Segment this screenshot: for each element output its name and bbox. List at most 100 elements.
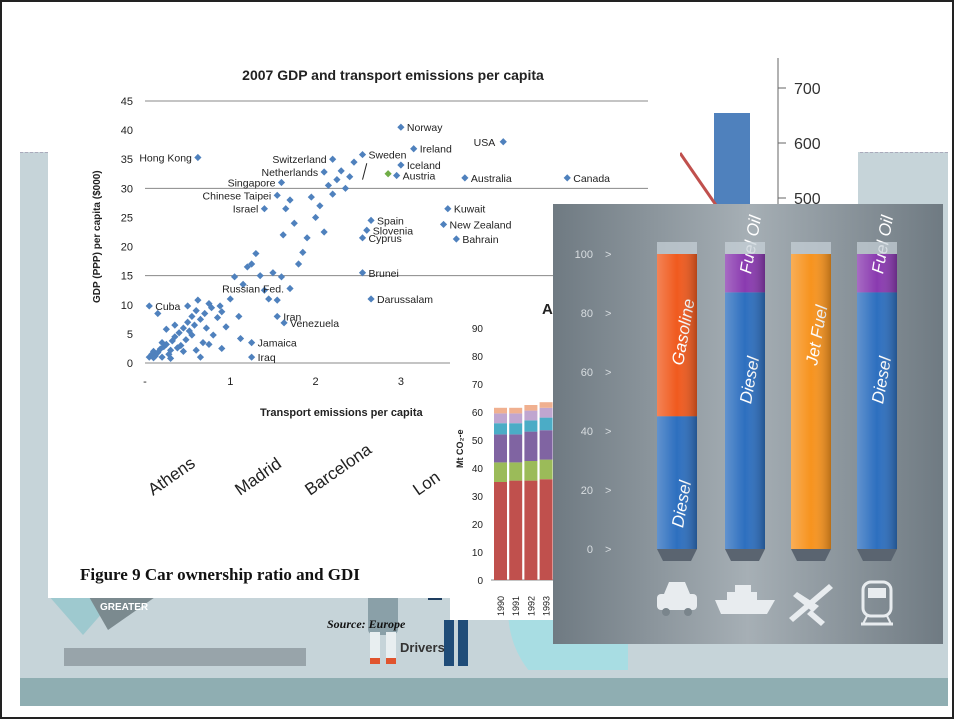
data-point <box>286 196 294 204</box>
annotated-point <box>452 235 460 243</box>
point-annotation: Darussalam <box>377 294 433 306</box>
annotated-point <box>320 168 328 176</box>
data-point <box>333 176 341 184</box>
faded-label: GREATER <box>100 602 149 613</box>
y-tick-label: 0 <box>587 544 593 556</box>
data-point <box>158 339 166 347</box>
x-tick-label: 1993 <box>542 596 552 616</box>
y-tick-label: 50 <box>472 436 484 447</box>
annotated-point <box>444 205 452 213</box>
point-annotation: Brunei <box>369 268 399 280</box>
scatter-y-axis-label: GDP (PPP) per capita ($000) <box>92 170 103 303</box>
trend-line <box>678 152 720 209</box>
data-point <box>202 324 211 332</box>
point-annotation: Canada <box>573 173 610 185</box>
y-tick-label: 0 <box>477 576 483 587</box>
data-point <box>194 296 202 304</box>
x-tick-label: 3 <box>398 376 404 388</box>
annotated-point <box>499 138 507 146</box>
data-point <box>154 309 162 318</box>
data-point <box>235 312 243 321</box>
y-tick-label: 70 <box>472 380 484 391</box>
data-point <box>252 249 260 258</box>
stacked-bar-segment <box>524 405 538 411</box>
stacked-bar-segment <box>509 480 523 580</box>
y-tick-label: 80 <box>581 308 593 320</box>
train-icon <box>861 580 893 626</box>
data-point <box>166 354 175 362</box>
data-point <box>236 334 245 343</box>
annotated-point <box>367 295 375 303</box>
column-shading <box>725 254 765 549</box>
y-tick-label: 10 <box>472 548 484 559</box>
point-annotation: Kuwait <box>454 204 486 216</box>
stacked-bar-segment <box>524 410 538 421</box>
data-point <box>162 325 170 333</box>
stacked-bar-segment <box>539 459 553 480</box>
x-tick-label: 1 <box>227 376 233 388</box>
data-point <box>248 260 256 268</box>
data-point <box>184 318 192 326</box>
annotated-point <box>358 150 367 159</box>
point-annotation: Austria <box>403 171 436 183</box>
data-point <box>182 336 190 344</box>
stacked-y-axis-label: Mt CO₂-e <box>455 430 465 469</box>
annotated-point <box>280 319 288 327</box>
annotation-arrow <box>362 163 368 180</box>
y-tick-label: 100 <box>575 249 593 261</box>
column-base <box>657 549 697 561</box>
data-point <box>226 295 234 303</box>
stacked-bar-segment <box>539 417 553 431</box>
annotated-point <box>397 123 405 131</box>
data-point <box>158 353 166 361</box>
stacked-bar-segment <box>494 462 507 482</box>
annotated-point <box>367 216 375 224</box>
data-point <box>192 346 200 354</box>
annotated-point <box>563 174 571 182</box>
point-annotation: Norway <box>407 122 443 134</box>
data-point <box>160 343 168 351</box>
data-point <box>337 167 345 175</box>
gray-wedge <box>88 595 158 630</box>
x-tick-label: 2 <box>313 376 319 388</box>
stacked-bar-segment <box>539 430 553 460</box>
y-tick-label: 20 <box>581 485 593 497</box>
point-annotation: Cyprus <box>369 233 402 245</box>
data-point <box>209 331 217 339</box>
y-tick-chevron: > <box>605 308 611 320</box>
data-point <box>171 333 179 341</box>
point-annotation: Bahrain <box>462 234 498 246</box>
column-shading <box>791 254 831 549</box>
y-tick-label: 0 <box>127 358 133 370</box>
point-annotation: Chinese Taipei <box>203 190 272 202</box>
data-point <box>243 263 251 271</box>
y-tick-label: 20 <box>472 520 484 531</box>
y-tick-chevron: > <box>605 485 611 497</box>
plane-icon <box>789 584 833 626</box>
annotated-point <box>329 155 337 163</box>
y-tick-label: 20 <box>121 242 133 254</box>
column-cap <box>857 242 897 254</box>
y-tick-chevron: > <box>605 426 611 438</box>
data-point <box>329 190 337 198</box>
axis-tick-label: 600 <box>794 136 821 153</box>
annotated-point <box>248 339 256 347</box>
y-tick-label: 40 <box>121 125 133 137</box>
data-point <box>196 353 205 361</box>
stacked-bar-segment <box>494 423 507 435</box>
data-point <box>205 340 213 348</box>
stacked-bar-segment <box>494 434 507 463</box>
stacked-bar-segment <box>524 461 538 481</box>
stacked-bar-segment <box>494 482 507 580</box>
stacked-bar-segment <box>524 480 538 580</box>
x-tick-label: 1992 <box>526 596 536 616</box>
data-point <box>222 323 230 331</box>
y-tick-label: 30 <box>121 183 133 195</box>
annotated-point <box>461 174 469 182</box>
point-annotation: Israel <box>233 204 259 216</box>
data-point <box>350 158 358 166</box>
y-tick-label: 45 <box>121 96 133 108</box>
stacked-bar-segment <box>494 407 507 414</box>
point-annotation: Iceland <box>407 160 441 172</box>
